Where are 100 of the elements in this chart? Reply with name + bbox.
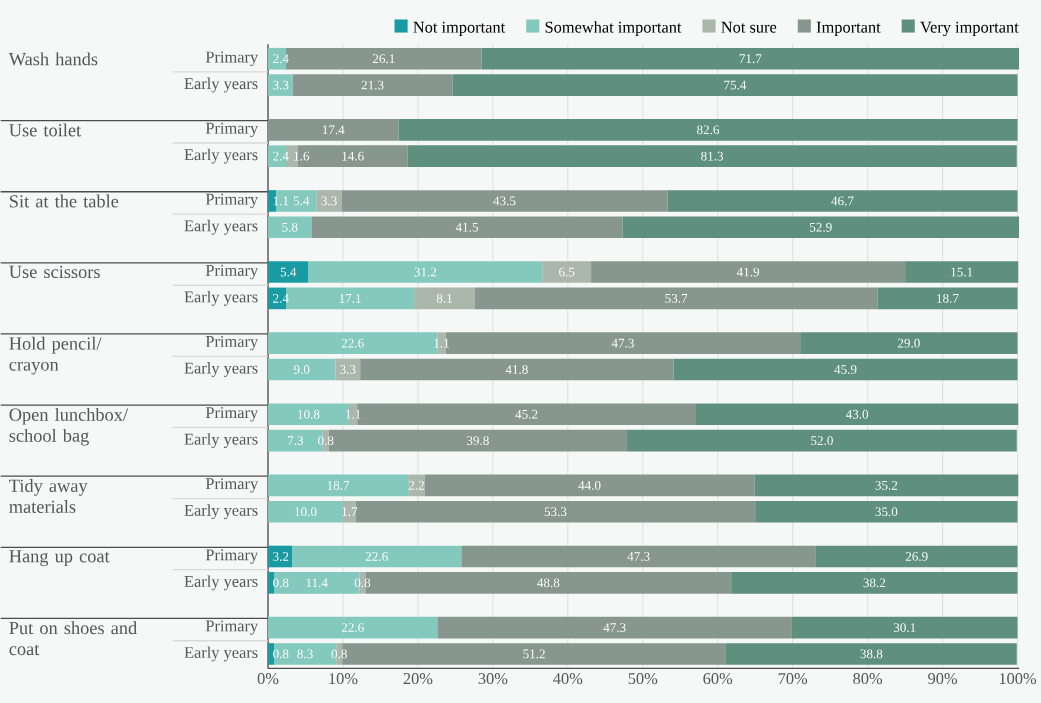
data-label: 29.0	[897, 338, 920, 348]
data-label: 22.6	[365, 552, 388, 562]
data-label: 47.3	[611, 338, 634, 348]
data-label: 43.5	[493, 196, 516, 206]
data-label: 5.8	[282, 222, 298, 232]
data-label: 35.2	[875, 481, 898, 490]
data-label: 26.1	[372, 54, 395, 64]
text: Sit at the table	[10, 194, 119, 208]
data-label: 39.8	[467, 436, 489, 446]
data-label: 10.0	[295, 507, 317, 517]
data-label: 18.7	[937, 294, 959, 303]
data-label: 52.0	[811, 436, 833, 446]
data-label: 2.4	[273, 151, 289, 161]
data-label: 1.1	[434, 338, 449, 348]
text: Put on shoes and coat	[9, 621, 137, 656]
data-label: 9.0	[293, 365, 310, 375]
data-label: 6.5	[559, 267, 575, 277]
y-tick-label: Early years	[184, 575, 258, 591]
text: Use toilet	[9, 123, 82, 137]
legend-label: Important	[816, 21, 881, 37]
y-tick-label: Early years	[184, 148, 258, 164]
x-tick-label: 20%	[403, 673, 433, 685]
data-label: 35.0	[875, 507, 898, 517]
data-label: 2.2	[408, 481, 424, 490]
text: Hang up coat	[9, 550, 110, 567]
data-label: 47.3	[627, 552, 650, 562]
data-label: 3.3	[273, 80, 289, 90]
data-label: 81.3	[701, 151, 724, 161]
data-label: 53.3	[544, 507, 567, 517]
data-label: 82.6	[697, 125, 720, 135]
y-tick-label: Primary	[205, 264, 259, 280]
x-tick-label: 50%	[628, 673, 658, 685]
data-label: 26.9	[905, 552, 928, 562]
data-label: 22.6	[341, 338, 364, 348]
data-label: 15.1	[951, 267, 973, 277]
x-tick-label: 90%	[928, 673, 958, 685]
x-tick-label: 80%	[853, 673, 883, 685]
data-label: 45.9	[834, 365, 857, 375]
legend-label: Somewhat important	[545, 21, 682, 37]
data-label: 2.4	[273, 294, 289, 303]
y-tick-label: Primary	[205, 122, 259, 138]
y-tick-label: Primary	[205, 549, 259, 564]
y-tick-label: Primary	[205, 193, 259, 209]
x-tick-label: 40%	[553, 673, 583, 685]
y-tick-label: Early years	[184, 77, 258, 93]
data-label: 45.2	[515, 409, 538, 419]
data-label: 44.0	[578, 481, 601, 490]
y-tick-label: Early years	[184, 219, 258, 235]
y-tick-label: Early years	[184, 646, 258, 662]
data-label: 1.1	[346, 409, 361, 419]
data-label: 38.8	[860, 649, 883, 659]
data-label: 0.8	[318, 436, 334, 446]
legend-label: Not important	[413, 21, 506, 37]
data-label: 5.4	[280, 267, 297, 277]
y-tick-label: Early years	[184, 433, 258, 449]
data-label: 75.4	[724, 80, 747, 90]
data-label: 3.3	[340, 365, 356, 375]
data-label: 0.8	[354, 578, 371, 588]
data-label: 48.8	[537, 578, 560, 588]
text: Wash hands	[8, 52, 98, 66]
data-label: 1.7	[342, 507, 358, 517]
data-label: 52.9	[810, 222, 832, 232]
x-tick-label: 30%	[478, 673, 508, 685]
data-label: 10.8	[298, 409, 320, 419]
x-tick-label: 70%	[778, 673, 808, 685]
data-label: 51.2	[523, 649, 545, 659]
data-label: 17.1	[339, 294, 361, 303]
data-label: 53.7	[665, 294, 688, 303]
data-label: 21.3	[361, 80, 384, 90]
data-label: 8.1	[436, 294, 452, 303]
data-label: 22.6	[341, 623, 364, 633]
data-label: 18.7	[327, 481, 350, 490]
data-label: 41.8	[505, 365, 528, 375]
x-tick-label: 100%	[999, 673, 1037, 685]
data-label: 71.7	[739, 54, 762, 64]
data-label: 2.4	[273, 54, 289, 64]
legend-label: Not sure	[721, 21, 777, 33]
legend-label: Very important	[920, 21, 1019, 37]
x-tick-label: 60%	[703, 673, 733, 685]
text: Open lunchbox/ school bag	[9, 408, 129, 446]
y-tick-label: Early years	[184, 291, 258, 306]
data-label: 31.2	[414, 267, 437, 277]
y-tick-label: Early years	[184, 362, 258, 378]
y-tick-label: Early years	[184, 504, 258, 520]
y-tick-label: Primary	[205, 407, 259, 422]
data-label: 46.7	[831, 196, 854, 206]
data-label: 30.1	[893, 623, 916, 633]
data-label: 43.0	[845, 409, 869, 419]
data-label: 14.6	[342, 151, 364, 161]
data-label: 0.8	[331, 649, 347, 659]
data-label: 11.4	[306, 578, 328, 588]
data-label: 3.3	[321, 196, 337, 206]
y-tick-label: Primary	[205, 51, 259, 66]
data-label: 3.2	[273, 552, 289, 562]
data-label: 8.3	[297, 649, 313, 659]
text: Use scissors	[9, 265, 100, 279]
y-tick-label: Primary	[205, 620, 259, 635]
data-label: 41.9	[736, 267, 760, 277]
y-tick-label: Primary	[205, 478, 259, 493]
data-label: 17.4	[322, 125, 345, 135]
